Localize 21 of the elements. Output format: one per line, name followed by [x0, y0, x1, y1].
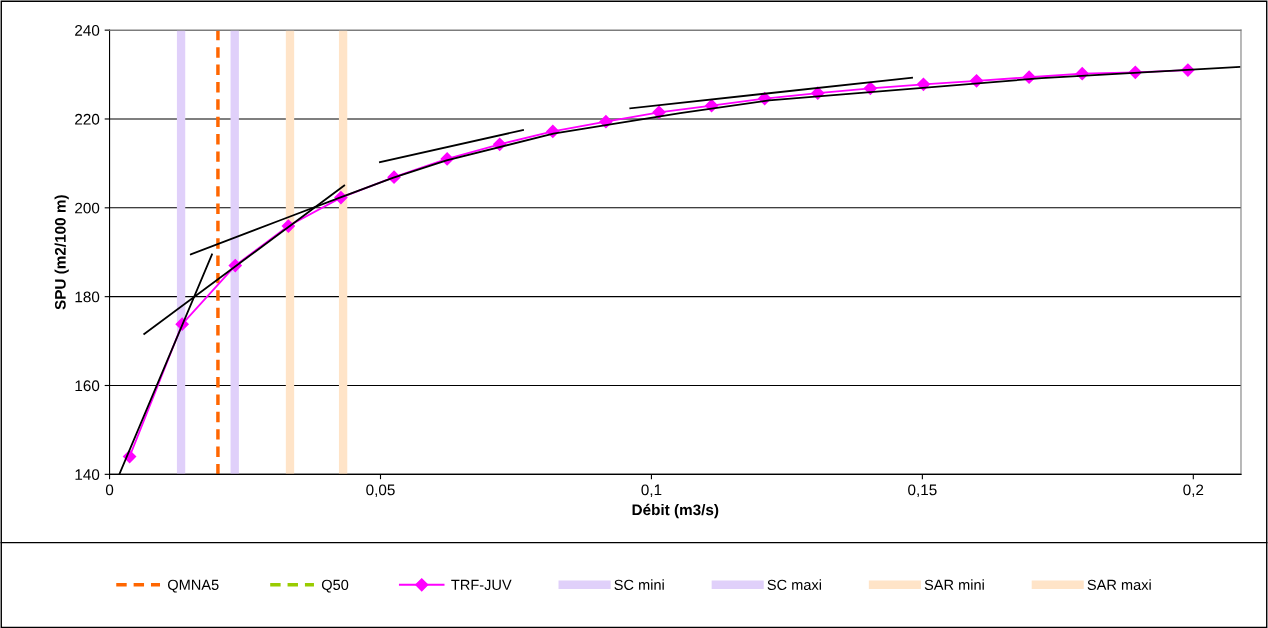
y-tick-label: 160 — [75, 380, 100, 392]
x-tick-label: 0,15 — [908, 484, 937, 498]
y-tick-label: 240 — [75, 25, 100, 36]
y-axis-title: SPU (m2/100 m) — [54, 195, 69, 310]
legend-label: QMNA5 — [168, 579, 219, 593]
text: Q50 — [321, 579, 349, 593]
legend-label: TRF-JUV — [451, 579, 512, 591]
y-tick-label: 200 — [75, 202, 100, 214]
point — [652, 105, 666, 119]
x-tick-label: 0,05 — [366, 484, 395, 498]
x-tick-label: 0 — [105, 484, 114, 496]
x-axis-title: Débit (m3/s) — [632, 503, 719, 519]
legend-label: SC maxi — [767, 579, 821, 591]
legend-label: SC mini — [614, 579, 664, 591]
legend-label: SAR mini — [924, 579, 984, 591]
y-tick-label: 220 — [75, 113, 100, 125]
y-tick-label: 180 — [75, 291, 100, 303]
y-tick-label: 140 — [75, 469, 100, 481]
x-tick-label: 0,1 — [641, 484, 662, 498]
legend-label: SAR maxi — [1087, 579, 1151, 591]
x-tick-label: 0,2 — [1183, 484, 1204, 498]
